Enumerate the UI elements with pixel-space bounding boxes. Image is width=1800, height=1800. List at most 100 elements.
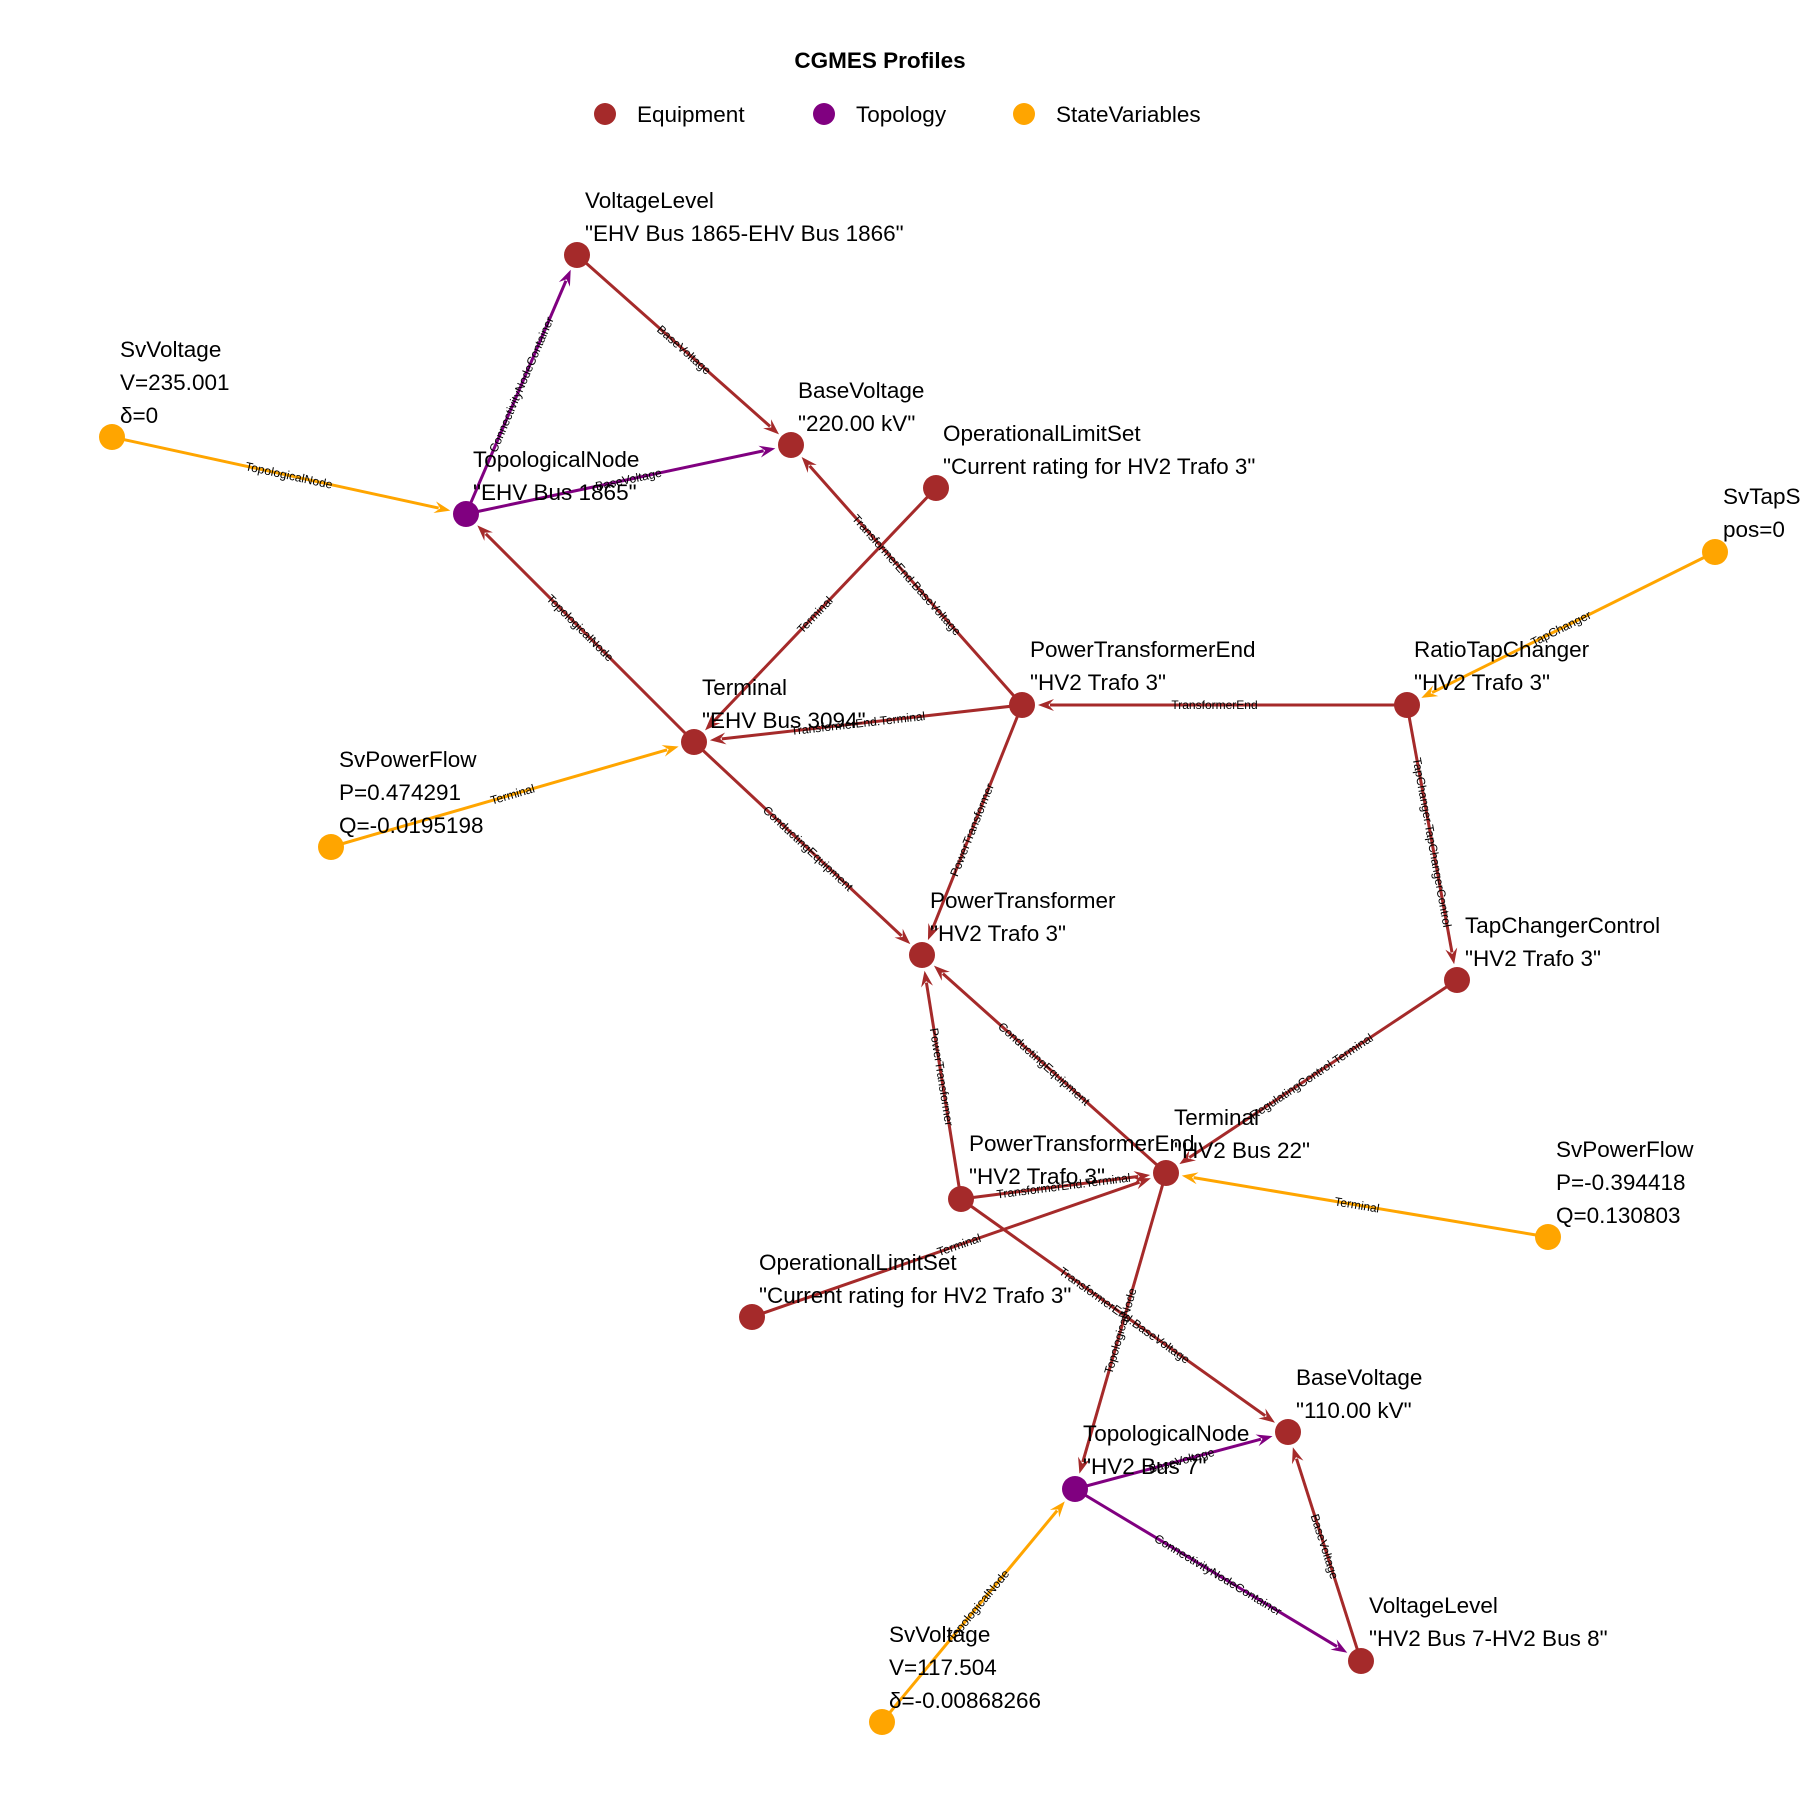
edge-arrowhead [705, 714, 721, 731]
edge-arrowhead [1049, 1501, 1065, 1518]
edge-line [692, 740, 903, 937]
node-tapchangercontrol[interactable] [1444, 967, 1470, 993]
node-operationallimitset[interactable] [923, 475, 949, 501]
edge-line [1074, 1437, 1262, 1491]
edge-arrowhead [1133, 1177, 1151, 1190]
node-label-line: TopologicalNode [1083, 1421, 1249, 1446]
edge-line [1431, 550, 1716, 694]
legend-label-statevariables: StateVariables [1056, 102, 1201, 127]
edge-line [111, 435, 439, 510]
node-label-line: Terminal [702, 675, 787, 700]
node-label-line: "HV2 Trafo 3" [930, 921, 1066, 946]
node-label-line: BaseVoltage [798, 378, 924, 403]
node-label-svpowerflow: SvPowerFlow P=0.474291 Q=-0.0195198 [339, 747, 484, 838]
edge-arrowhead [1038, 699, 1054, 711]
edge-line [1081, 1172, 1168, 1463]
node-powertransformer[interactable] [909, 942, 935, 968]
node-ratiotapchanger[interactable] [1394, 692, 1420, 718]
node-label-topologicalnode: TopologicalNode "EHV Bus 1865" [473, 447, 639, 505]
node-terminal[interactable] [1153, 1160, 1179, 1186]
node-label-line: "Current rating for HV2 Trafo 3" [943, 454, 1255, 479]
edge-labels-layer: ConnectivityNodeContainer BaseVoltage Base… [244, 315, 1593, 1645]
edge-label-transformerend: TransformerEnd [1171, 698, 1257, 712]
node-topologicalnode[interactable] [453, 501, 479, 527]
node-label-line: "HV2 Trafo 3" [1030, 670, 1166, 695]
edge-label-terminal: Terminal [1333, 1194, 1380, 1215]
edge-tapchanger [1421, 550, 1716, 698]
edge-arrowhead [933, 965, 950, 981]
node-label-line: Terminal [1174, 1105, 1259, 1130]
edge-line [960, 1175, 1139, 1201]
edge-transformerend-terminal [960, 1171, 1151, 1201]
edge-arrowhead [709, 732, 727, 745]
node-label-line: VoltageLevel [585, 188, 714, 213]
edge-line [808, 464, 1024, 706]
edge-terminal [330, 745, 679, 849]
node-basevoltage[interactable] [1275, 1419, 1301, 1445]
edge-line [1188, 978, 1458, 1159]
edge-tapchanger-tapchangercontrol [1405, 704, 1458, 965]
edge-powertransformer [927, 704, 1024, 941]
node-label-line: "EHV Bus 1865-EHV Bus 1866" [585, 221, 904, 246]
edge-powertransformer [921, 970, 963, 1200]
edge-connectivitynodecontainer [1074, 1487, 1348, 1653]
node-svvoltage[interactable] [869, 1709, 895, 1735]
edge-transformerend-terminal [709, 703, 1023, 745]
edge-transformerend-basevoltage [801, 456, 1024, 706]
legend-item-topology: Topology [813, 102, 947, 127]
node-label-line: δ=-0.00868266 [889, 1688, 1041, 1713]
edge-line [941, 972, 1167, 1175]
edge-arrowhead [1133, 1171, 1151, 1183]
edge-arrowhead [1445, 947, 1458, 965]
node-basevoltage[interactable] [778, 432, 804, 458]
node-label-line: P=0.474291 [339, 780, 461, 805]
edge-arrowhead [894, 928, 911, 945]
node-label-line: RatioTapChanger [1414, 637, 1590, 662]
edge-arrowhead [758, 445, 776, 458]
node-voltagelevel[interactable] [564, 242, 590, 268]
node-label-basevoltage: BaseVoltage "110.00 kV" [1296, 1365, 1422, 1423]
node-label-line: VoltageLevel [1369, 1593, 1498, 1618]
edge-topologicalnode [880, 1501, 1065, 1723]
edge-line [1405, 704, 1454, 953]
node-topologicalnode[interactable] [1062, 1476, 1088, 1502]
legend-label-topology: Topology [856, 102, 947, 127]
edge-arrowhead [1258, 1408, 1275, 1423]
edge-arrowhead [558, 269, 571, 287]
edge-label-terminal: Terminal [489, 781, 536, 807]
node-powertransformerend[interactable] [948, 1186, 974, 1212]
edge-transformerend [1038, 699, 1407, 711]
edge-basevoltage [1074, 1434, 1273, 1491]
node-svvoltage[interactable] [99, 424, 125, 450]
node-label-topologicalnode: TopologicalNode "HV2 Bus 7" [1083, 1421, 1249, 1479]
edge-topologicalnode [111, 435, 451, 514]
node-label-line: OperationalLimitSet [943, 421, 1141, 446]
edge-arrowhead [477, 525, 493, 541]
edge-label-topologicalnode: TopologicalNode [244, 459, 334, 492]
edge-label-terminal: Terminal [794, 594, 835, 636]
node-terminal[interactable] [681, 729, 707, 755]
edge-label-powertransformer: PowerTransformer [927, 1027, 956, 1127]
node-label-svvoltage: SvVoltage V=235.001 δ=0 [120, 337, 229, 428]
node-svtapstep[interactable] [1702, 539, 1728, 565]
legend-title: CGMES Profiles [794, 48, 965, 73]
node-svpowerflow[interactable] [1535, 1224, 1561, 1250]
node-label-line: pos=0 [1723, 517, 1785, 542]
node-label-line: δ=0 [120, 403, 158, 428]
edge-label-connectivitynodecontainer: ConnectivityNodeContainer [486, 315, 556, 455]
edge-line [576, 253, 772, 428]
node-label-line: "HV2 Trafo 3" [1465, 946, 1601, 971]
node-voltagelevel[interactable] [1348, 1648, 1374, 1674]
edge-line [1193, 1176, 1549, 1239]
edge-line [924, 982, 963, 1200]
edge-basevoltage [576, 253, 780, 435]
node-label-operationallimitset: OperationalLimitSet "Current rating for H… [759, 1250, 1071, 1308]
node-label-ratiotapchanger: RatioTapChanger "HV2 Trafo 3" [1414, 637, 1590, 695]
node-powertransformerend[interactable] [1009, 692, 1035, 718]
edge-line [465, 449, 764, 516]
node-label-voltagelevel: VoltageLevel "HV2 Bus 7-HV2 Bus 8" [1369, 1593, 1608, 1651]
node-operationallimitset[interactable] [739, 1304, 765, 1330]
node-svpowerflow[interactable] [318, 834, 344, 860]
legend-item-equipment: Equipment [594, 102, 745, 127]
node-label-line: "HV2 Trafo 3" [1414, 670, 1550, 695]
